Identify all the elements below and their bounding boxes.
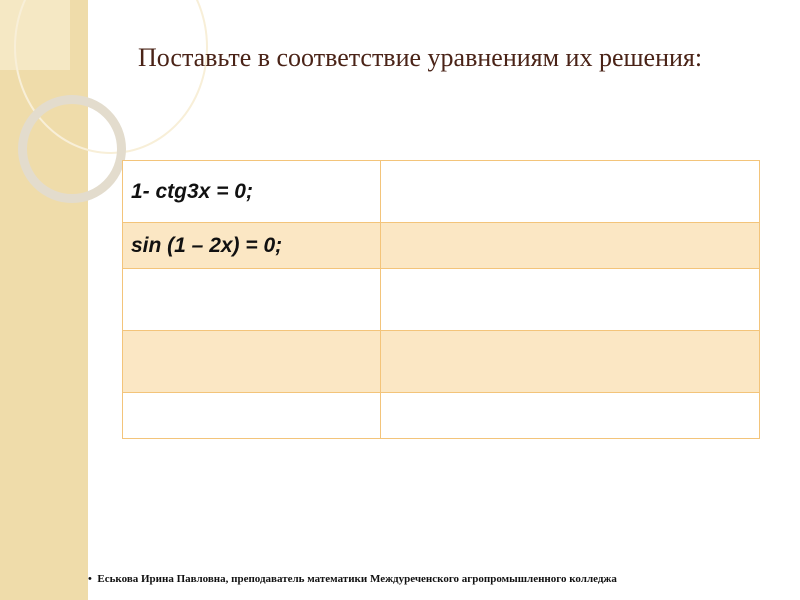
solution-cell (380, 268, 760, 331)
equation-cell (122, 268, 381, 331)
solution-cell (380, 392, 760, 439)
slide-title: Поставьте в соответствие уравнениям их р… (138, 43, 703, 72)
equation-cell (122, 330, 381, 393)
table-row: sin (1 – 2x) = 0; (122, 222, 760, 269)
table-row (122, 330, 760, 393)
footer-text: Еськова Ирина Павловна, преподаватель ма… (97, 573, 617, 585)
equation-cell (122, 392, 381, 439)
solution-cell (380, 330, 760, 393)
solution-cell (380, 160, 760, 223)
bullet-icon: • (88, 573, 98, 585)
equation-cell: 1- ctg3x = 0; (122, 160, 381, 223)
decor-ring (18, 95, 126, 203)
solution-cell (380, 222, 760, 269)
matching-table: 1- ctg3x = 0; sin (1 – 2x) = 0; (122, 160, 760, 439)
equation-cell: sin (1 – 2x) = 0; (122, 222, 381, 269)
table-row (122, 268, 760, 331)
table-row (122, 392, 760, 439)
decorative-sidebar (0, 0, 208, 600)
footer: • Еськова Ирина Павловна, преподаватель … (88, 573, 617, 585)
table-row: 1- ctg3x = 0; (122, 160, 760, 223)
